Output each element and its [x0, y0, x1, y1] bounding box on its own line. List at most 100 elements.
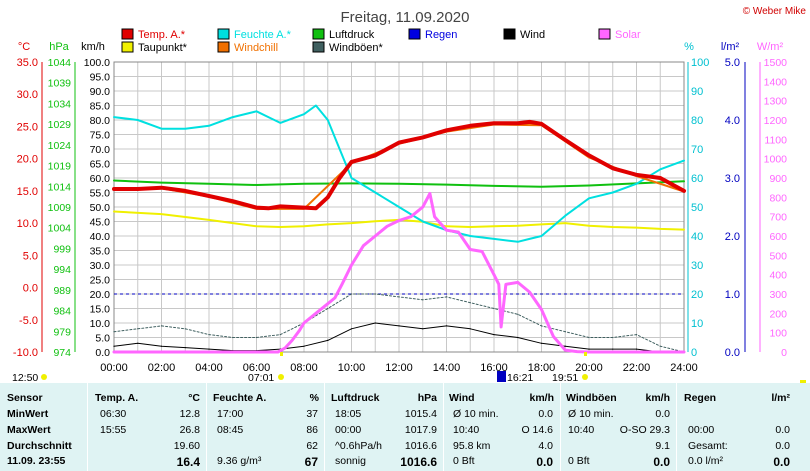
series-point [113, 210, 115, 213]
series-point [350, 177, 353, 179]
series-point [659, 168, 661, 170]
series-point [540, 308, 543, 311]
temp-time: 15:55 [100, 424, 127, 436]
series-point [505, 283, 507, 285]
series-point [564, 222, 566, 224]
solar-tick-label: 1200 [764, 115, 788, 127]
legend-label: Taupunkt* [138, 42, 188, 54]
sunset-icon [582, 374, 588, 380]
pressure-tick-label: 1024 [48, 140, 72, 152]
legend: Temp. A.* Feuchte A.* Luftdruck Regen Wind So… [121, 28, 641, 54]
pressure-tick-label: 994 [53, 264, 71, 276]
humidity-time: 9.36 g/m³ [217, 455, 262, 467]
wind-tick-label: 60.0 [90, 173, 111, 185]
series-point [341, 283, 343, 285]
stats-header-unit: l/m² [771, 392, 790, 404]
legend-label: Luftdruck [329, 29, 375, 41]
wind-tick-label: 65.0 [90, 159, 111, 171]
series-point [137, 188, 139, 190]
wind-value: 0.0 [538, 408, 553, 420]
humidity-value: 37 [306, 408, 318, 420]
humidity-tick-label: 100 [691, 57, 709, 69]
series-point [315, 207, 317, 209]
temp-tick-label: -10.0 [13, 347, 38, 359]
humidity-tick-label: 20 [691, 289, 703, 301]
series-point [398, 325, 400, 327]
series-point [576, 351, 578, 353]
temp-tick-label: 15.0 [17, 186, 38, 198]
stats-header: Sensor [7, 392, 43, 404]
series-point [540, 235, 543, 237]
chart-title: Freitag, 11.09.2020 [341, 9, 470, 26]
series-point [398, 206, 400, 208]
pressure-tick-label: 1044 [48, 57, 72, 69]
wind-tick-label: 20.0 [90, 289, 111, 301]
humidity-tick-label: 50 [691, 202, 703, 214]
series-point [303, 345, 305, 347]
series-point [277, 351, 279, 353]
series-point [422, 220, 424, 223]
solar-tick-label: 600 [769, 231, 787, 243]
series-point [552, 335, 554, 338]
legend-swatch [312, 41, 325, 53]
series-point [374, 191, 376, 194]
wind-tick-label: 95.0 [90, 72, 111, 84]
series-point [635, 174, 638, 176]
rain-tick-label: 0.0 [725, 347, 740, 359]
stats-row-label: MaxWert [7, 424, 51, 436]
humidity-time: 17:00 [217, 408, 244, 420]
series-point [635, 183, 638, 185]
series-point [517, 122, 519, 124]
series-point [500, 326, 502, 328]
column-separator [676, 383, 677, 471]
series-point [350, 293, 353, 295]
humidity-tick-label: 80 [691, 115, 703, 127]
series-point [160, 325, 163, 327]
copyright[interactable]: © Weber Mike [743, 6, 807, 17]
axis-headers: °C hPa km/h% l/m² W/m² [18, 41, 784, 53]
pressure-tick-label: 1004 [48, 223, 72, 235]
series-point [339, 148, 341, 150]
pressure-value: 1016.6 [400, 455, 437, 469]
series-point [493, 334, 495, 336]
stats-header-unit: km/h [645, 392, 670, 404]
rain-tick-label: 1.0 [725, 289, 740, 301]
solar-max-label: 16:21 [507, 372, 533, 383]
legend-swatch [312, 28, 325, 40]
series-point [529, 291, 531, 293]
wind-tick-label: 30.0 [90, 260, 111, 272]
stats-header-unit: hPa [417, 392, 437, 404]
wind-desc: 0 Bft [453, 455, 475, 467]
x-tick-label: 04:00 [195, 362, 223, 374]
sunrise-label: 07:01 [248, 372, 274, 383]
series-point [255, 110, 258, 112]
x-tick-label: 24:00 [670, 362, 698, 374]
series-point [184, 190, 186, 192]
temp-tick-label: 25.0 [17, 121, 38, 133]
series-point [303, 225, 305, 227]
axis-header-solar: W/m² [757, 41, 784, 53]
series-point [564, 215, 566, 217]
rain-desc: 00:00 [688, 424, 715, 436]
series-point [386, 225, 388, 227]
x-tick-label: 06:00 [243, 362, 271, 374]
series-point [303, 183, 305, 185]
grid [113, 61, 685, 353]
stats-row-label: Durchschnitt [7, 440, 72, 452]
pressure-time: 00:00 [335, 424, 362, 436]
axis-header-wind: km/h [81, 41, 105, 53]
pressure-tick-label: 1029 [48, 119, 72, 131]
humidity-tick-label: 40 [691, 231, 703, 243]
series-point [422, 206, 424, 208]
rain-desc: Gesamt: [688, 440, 728, 452]
series-point [445, 225, 448, 227]
series-point [588, 184, 590, 187]
series-point [350, 264, 353, 266]
series-point [445, 325, 448, 327]
series-point [398, 219, 400, 222]
series-point [303, 207, 305, 209]
wind-tick-label: 5.0 [95, 333, 110, 345]
gust-value: 0.0 [653, 455, 670, 469]
legend-swatch [503, 28, 516, 40]
series-point [137, 119, 139, 121]
